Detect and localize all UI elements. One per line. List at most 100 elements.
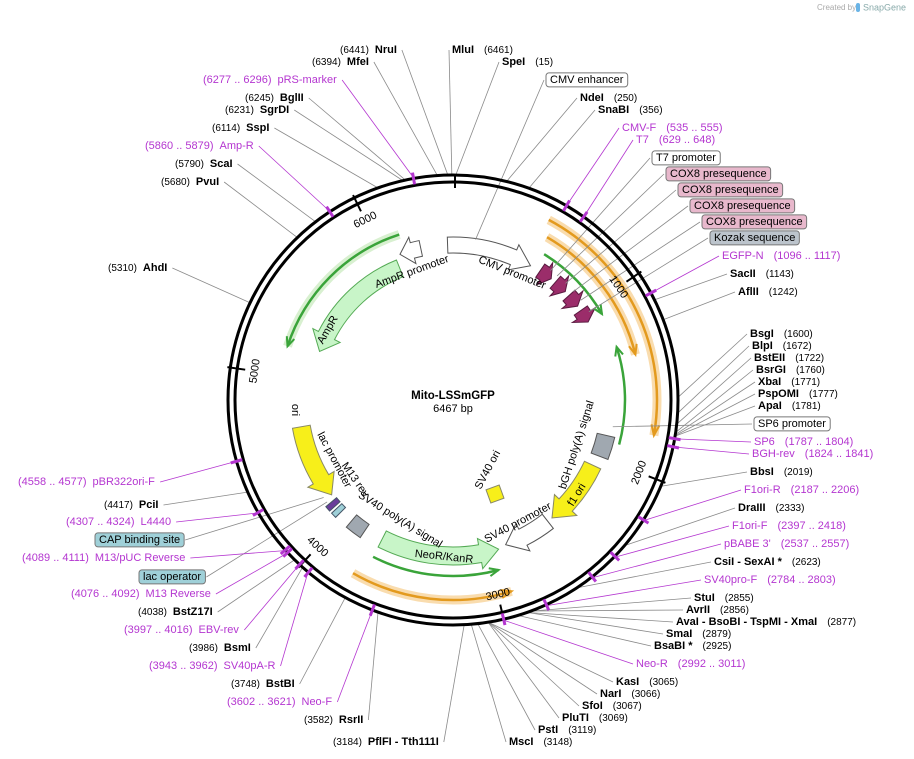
position: (4089 .. 4111) bbox=[22, 552, 89, 564]
position: (2856) bbox=[720, 605, 749, 616]
name: SnaBI bbox=[598, 104, 629, 116]
site-label: (3582) RsrII bbox=[304, 714, 363, 726]
position: (6114) bbox=[212, 123, 240, 134]
site-label: (4417) PciI bbox=[104, 499, 158, 511]
position: (629 .. 648) bbox=[659, 134, 715, 146]
leader-line bbox=[299, 598, 346, 685]
feature-arrow bbox=[330, 502, 347, 519]
position: (1722) bbox=[795, 353, 824, 364]
feature-box-label: CAP binding site bbox=[99, 534, 180, 546]
position: (3602 .. 3621) bbox=[227, 696, 296, 708]
leader-line bbox=[341, 79, 414, 178]
position: (3066) bbox=[631, 689, 660, 700]
name: StuI bbox=[694, 592, 715, 604]
leader-line bbox=[644, 489, 742, 521]
primer-label: BGH-rev (1824 .. 1841) bbox=[752, 448, 873, 460]
leader-line bbox=[488, 622, 560, 719]
position: (3986) bbox=[189, 643, 218, 654]
site-label: (5790) ScaI bbox=[175, 158, 233, 170]
site-label: SacII (1143) bbox=[730, 268, 794, 280]
leader-line bbox=[401, 49, 448, 175]
primer-label: (4076 .. 4092) M13 Reverse bbox=[71, 588, 211, 600]
primer-mark bbox=[252, 508, 265, 517]
site-label: BsrGI (1760) bbox=[756, 364, 825, 376]
feature-box-label: lac operator bbox=[143, 571, 201, 583]
ring-tick-label: 5000 bbox=[247, 358, 262, 384]
feature-arrow bbox=[535, 261, 554, 286]
primer-mark bbox=[500, 613, 507, 626]
primer-label: SV40pro-F (2784 .. 2803) bbox=[704, 574, 836, 586]
orf-head bbox=[628, 343, 638, 358]
brand-icon bbox=[856, 3, 860, 12]
name: EGFP-N bbox=[722, 250, 764, 262]
feature-box-label: SP6 promoter bbox=[758, 418, 826, 430]
name: BbsI bbox=[750, 466, 774, 478]
primer-mark bbox=[411, 172, 417, 185]
position: (1787 .. 1804) bbox=[785, 436, 854, 448]
primer-label: (6277 .. 6296) pRS-marker bbox=[203, 74, 337, 86]
position: (1824 .. 1841) bbox=[805, 448, 874, 460]
feature-arrow bbox=[560, 289, 585, 310]
leader-line bbox=[237, 163, 316, 222]
position: (2333) bbox=[776, 503, 805, 514]
primer-mark bbox=[279, 544, 291, 556]
box-text: COX8 presequence bbox=[706, 216, 803, 228]
leader-line bbox=[244, 565, 300, 631]
name: MscI bbox=[509, 736, 533, 748]
leader-line bbox=[651, 255, 720, 293]
name: F1ori-F bbox=[732, 520, 768, 532]
feature-arrow bbox=[377, 530, 500, 570]
site-label: AvaI - BsoBI - TspMI - XmaI (2877) bbox=[676, 616, 856, 628]
position: (2187 .. 2206) bbox=[791, 484, 860, 496]
position: (3119) bbox=[568, 725, 596, 736]
leader-line bbox=[443, 625, 465, 743]
name: Neo-R bbox=[636, 658, 668, 670]
name: PflFI - Tth111I bbox=[368, 736, 439, 748]
position: (4417) bbox=[104, 500, 133, 511]
position: (15) bbox=[535, 57, 553, 68]
name: NdeI bbox=[580, 92, 604, 104]
site-label: XbaI (1771) bbox=[758, 376, 820, 388]
name: AvrII bbox=[686, 604, 710, 616]
leader-line bbox=[565, 189, 677, 284]
orf-head bbox=[488, 567, 501, 577]
leader-line bbox=[176, 512, 258, 523]
name: MluI bbox=[452, 44, 474, 56]
name: PluTI bbox=[562, 712, 589, 724]
name: F1ori-R bbox=[744, 484, 781, 496]
feature-box-label: COX8 presequence bbox=[682, 184, 779, 196]
leader-line bbox=[675, 438, 752, 443]
position: (3065) bbox=[649, 677, 678, 688]
ring-inner bbox=[233, 180, 673, 620]
name: pBABE 3' bbox=[724, 538, 771, 550]
primer-label: (5860 .. 5879) Amp-R bbox=[145, 140, 254, 152]
name: EBV-rev bbox=[199, 624, 240, 636]
leader-line bbox=[163, 491, 247, 506]
leader-line bbox=[471, 625, 507, 743]
leader-line bbox=[529, 612, 664, 635]
sv40-ori-box bbox=[485, 484, 505, 504]
leader-line bbox=[678, 345, 750, 413]
name: BsgI bbox=[750, 328, 774, 340]
leader-line bbox=[580, 221, 701, 301]
position: (2784 .. 2803) bbox=[767, 574, 836, 586]
leader-line bbox=[255, 568, 303, 649]
leader-line bbox=[546, 579, 702, 607]
name: BstBI bbox=[266, 678, 295, 690]
name: Neo-F bbox=[302, 696, 333, 708]
primer-mark bbox=[637, 515, 650, 525]
site-label: (3184) PflFI - Tth111I bbox=[333, 736, 439, 748]
position: (1143) bbox=[766, 269, 794, 280]
site-label: (5680) PvuI bbox=[161, 176, 219, 188]
name: SfoI bbox=[582, 700, 603, 712]
leader-line bbox=[455, 61, 500, 175]
orf-head bbox=[650, 424, 661, 439]
name: BGH-rev bbox=[752, 448, 795, 460]
leader-line bbox=[308, 97, 405, 180]
orf-head bbox=[500, 589, 515, 599]
primer-mark bbox=[609, 551, 621, 562]
name: BglII bbox=[280, 92, 304, 104]
feature-box-label: T7 promoter bbox=[656, 152, 716, 164]
leader-line bbox=[533, 609, 684, 612]
